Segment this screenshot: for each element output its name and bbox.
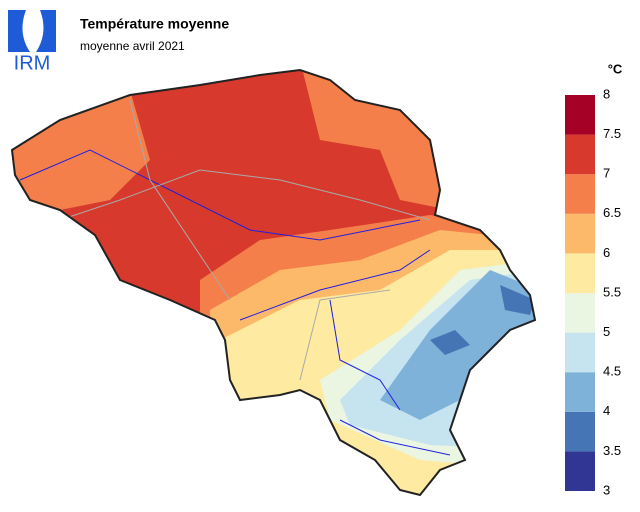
legend-tick-label: 4.5: [603, 364, 621, 379]
legend-unit: °C: [608, 61, 623, 76]
subtitle: moyenne avril 2021: [80, 39, 185, 53]
legend-tick-label: 5: [603, 324, 610, 339]
legend: 3 3.5 4 4.5 5 5.5 6 6.5 7 7.5 8: [565, 86, 621, 497]
legend-tick-label: 8: [603, 86, 610, 101]
legend-tick-label: 7.5: [603, 126, 621, 141]
region: [430, 285, 535, 355]
legend-band: [565, 174, 595, 214]
legend-band: [565, 134, 595, 175]
legend-band: [565, 332, 595, 373]
logo-shape: [8, 10, 30, 52]
legend-tick-label: 6.5: [603, 205, 621, 220]
region: [300, 70, 450, 210]
legend-band: [565, 253, 595, 293]
legend-tick-label: 5.5: [603, 284, 621, 299]
legend-tick-label: 3: [603, 482, 610, 497]
river: [239, 249, 451, 456]
border: [59, 99, 431, 381]
legend-band: [565, 372, 595, 412]
legend-band: [565, 293, 595, 333]
legend-tick-label: 6: [603, 245, 610, 260]
logo-shape: [36, 10, 56, 52]
legend-band: [565, 95, 595, 135]
legend-tick-label: 4: [603, 403, 610, 418]
logo-text: IRM: [14, 52, 51, 74]
legend-tick-label: 3.5: [603, 443, 621, 458]
legend-band: [565, 451, 595, 491]
legend-band: [565, 213, 595, 254]
title: Température moyenne: [80, 16, 229, 32]
river: [19, 149, 421, 241]
logo: IRM: [8, 10, 56, 74]
legend-band: [565, 411, 595, 452]
legend-tick-label: 7: [603, 166, 610, 181]
